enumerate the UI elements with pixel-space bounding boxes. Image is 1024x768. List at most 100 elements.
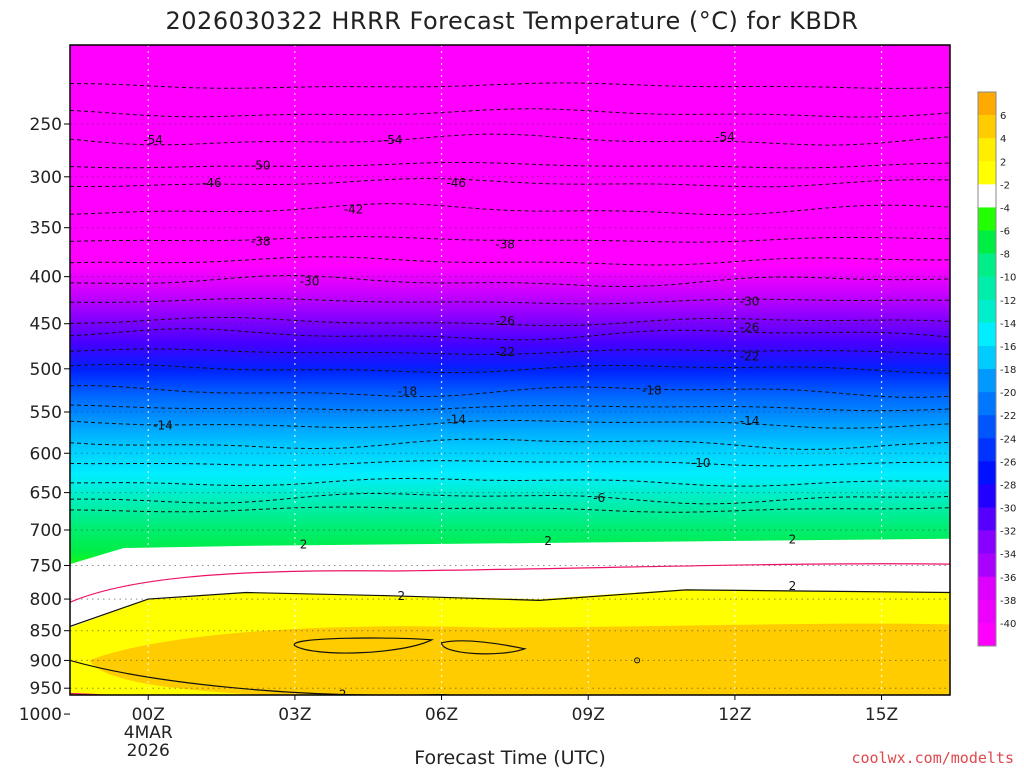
contour-label: -22 — [495, 345, 515, 359]
contour-label: -22 — [740, 349, 760, 363]
y-tick-label: 750 — [30, 557, 62, 577]
colorbar-segment — [978, 345, 996, 370]
colorbar-segment — [978, 369, 996, 393]
temperature-bands — [70, 538, 950, 729]
colorbar-segment — [978, 461, 996, 485]
contour-label: -26 — [495, 314, 515, 328]
y-tick-label: 850 — [30, 622, 62, 642]
contour-label: -26 — [740, 320, 760, 334]
colorbar-segment — [978, 276, 996, 301]
isotherm-solid — [440, 640, 527, 655]
isotherm-pink — [70, 563, 950, 603]
ground-band — [70, 720, 950, 729]
colorbar-label: 2 — [1000, 157, 1006, 168]
colorbar-label: -32 — [1000, 527, 1016, 538]
colorbar-label: -2 — [1000, 180, 1010, 191]
colorbar-frame — [977, 91, 997, 647]
source-credit: coolwx.com/modelts — [851, 749, 1014, 767]
y-tick-label: 400 — [30, 268, 62, 288]
x-tick-label: 09Z — [572, 705, 605, 725]
y-tick-label: 450 — [30, 315, 62, 335]
contour-label: -10 — [691, 456, 711, 470]
contour-label: 2 — [789, 532, 797, 546]
isotherm-solid — [294, 637, 434, 654]
contour-label: 2 — [398, 589, 406, 603]
colorbar-segment — [978, 184, 996, 208]
colorbar-label: -26 — [1000, 457, 1016, 468]
contour-label: -30 — [740, 294, 760, 308]
colorbar-label: -38 — [1000, 596, 1016, 607]
colorbar-label: 6 — [1000, 111, 1006, 122]
colorbar-segment — [978, 230, 996, 254]
colorbar-label: 4 — [1000, 134, 1006, 145]
contour-label: -38 — [251, 235, 271, 249]
contour-label: -18 — [642, 384, 662, 398]
colorbar-label: -30 — [1000, 504, 1016, 515]
colorbar-label: -14 — [1000, 319, 1016, 330]
colorbar-segment — [978, 530, 996, 554]
x-tick-date: 4MAR — [124, 723, 173, 743]
colorbar-segment — [978, 392, 996, 416]
y-tick-label: 550 — [30, 403, 62, 423]
y-tick-label: 800 — [30, 590, 62, 610]
colorbar: 6 4 2 -2 -4 -6 -8 -10 -12 -14 -16 -18 -20 -22 -24 -26 -2… — [977, 91, 1016, 647]
colorbar-label: -10 — [1000, 273, 1016, 284]
isotherm-solid — [70, 589, 950, 627]
contour-label: -54 — [715, 130, 735, 144]
contour-label: -14 — [740, 414, 760, 428]
contour-label: -6 — [593, 491, 605, 505]
contour-label: -42 — [344, 203, 364, 217]
colorbar-segment — [978, 415, 996, 439]
y-tick-label: 900 — [30, 651, 62, 671]
colorbar-segment — [978, 622, 996, 647]
colorbar-segment — [978, 92, 996, 116]
y-tick-label: 1000 — [19, 705, 62, 725]
contour-labels: -54 -54 -54 -50 -46 -46 -42 -38 -38 -30 -30 -26 -26 -… — [143, 130, 797, 702]
plot-frame — [69, 44, 951, 696]
warm-core-band — [89, 623, 950, 695]
colorbar-segment — [978, 484, 996, 508]
colorbar-segment — [978, 507, 996, 531]
colorbar-label: -6 — [1000, 227, 1010, 238]
colorbar-label: -20 — [1000, 388, 1016, 399]
colorbar-segment — [978, 599, 996, 624]
y-tick-label: 650 — [30, 484, 62, 504]
y-tick-label: 500 — [30, 360, 62, 380]
contour-label: -46 — [446, 176, 466, 190]
x-tick-label: 00Z — [132, 705, 165, 725]
colorbar-label: -8 — [1000, 250, 1010, 261]
contour-label: 2 — [339, 688, 347, 702]
contour-label: -54 — [383, 133, 403, 147]
contour-label: -38 — [495, 238, 515, 252]
colorbar-segment — [978, 322, 996, 347]
colorbar-label: -28 — [1000, 480, 1016, 491]
chart-title: 2026030322 HRRR Forecast Temperature (°C… — [166, 7, 859, 35]
isotherm-solid — [70, 659, 464, 695]
contour-label: 2 — [789, 579, 797, 593]
contour-label: -14 — [153, 418, 173, 432]
colorbar-segment — [978, 161, 996, 185]
contour-label: -30 — [300, 274, 320, 288]
colorbar-label: -24 — [1000, 434, 1016, 445]
contour-label: -46 — [202, 176, 222, 190]
colorbar-segment — [978, 138, 996, 162]
x-tick-label: 06Z — [425, 705, 458, 725]
contour-label: 2 — [544, 534, 552, 548]
x-tick-label: 12Z — [718, 705, 751, 725]
x-axis-label: Forecast Time (UTC) — [414, 747, 605, 768]
colorbar-segment — [978, 207, 996, 231]
colorbar-label: -36 — [1000, 573, 1016, 584]
isotherm-solid-dot — [634, 657, 641, 664]
colorbar-label: -22 — [1000, 411, 1016, 422]
colorbar-segment — [978, 553, 996, 578]
colorbar-segment — [978, 299, 996, 324]
y-axis: 250 300 350 400 450 500 550 600 650 700 750 800 850 9… — [19, 115, 70, 725]
contour-label: -54 — [143, 133, 163, 147]
plot-area: -54 -54 -54 -50 -46 -46 -42 -38 -38 -30 -30 -26 -26 -… — [70, 45, 950, 729]
colorbar-label: -4 — [1000, 203, 1010, 214]
y-tick-label: 250 — [30, 115, 62, 135]
colorbar-label: -40 — [1000, 619, 1016, 630]
colorbar-segment — [978, 576, 996, 601]
